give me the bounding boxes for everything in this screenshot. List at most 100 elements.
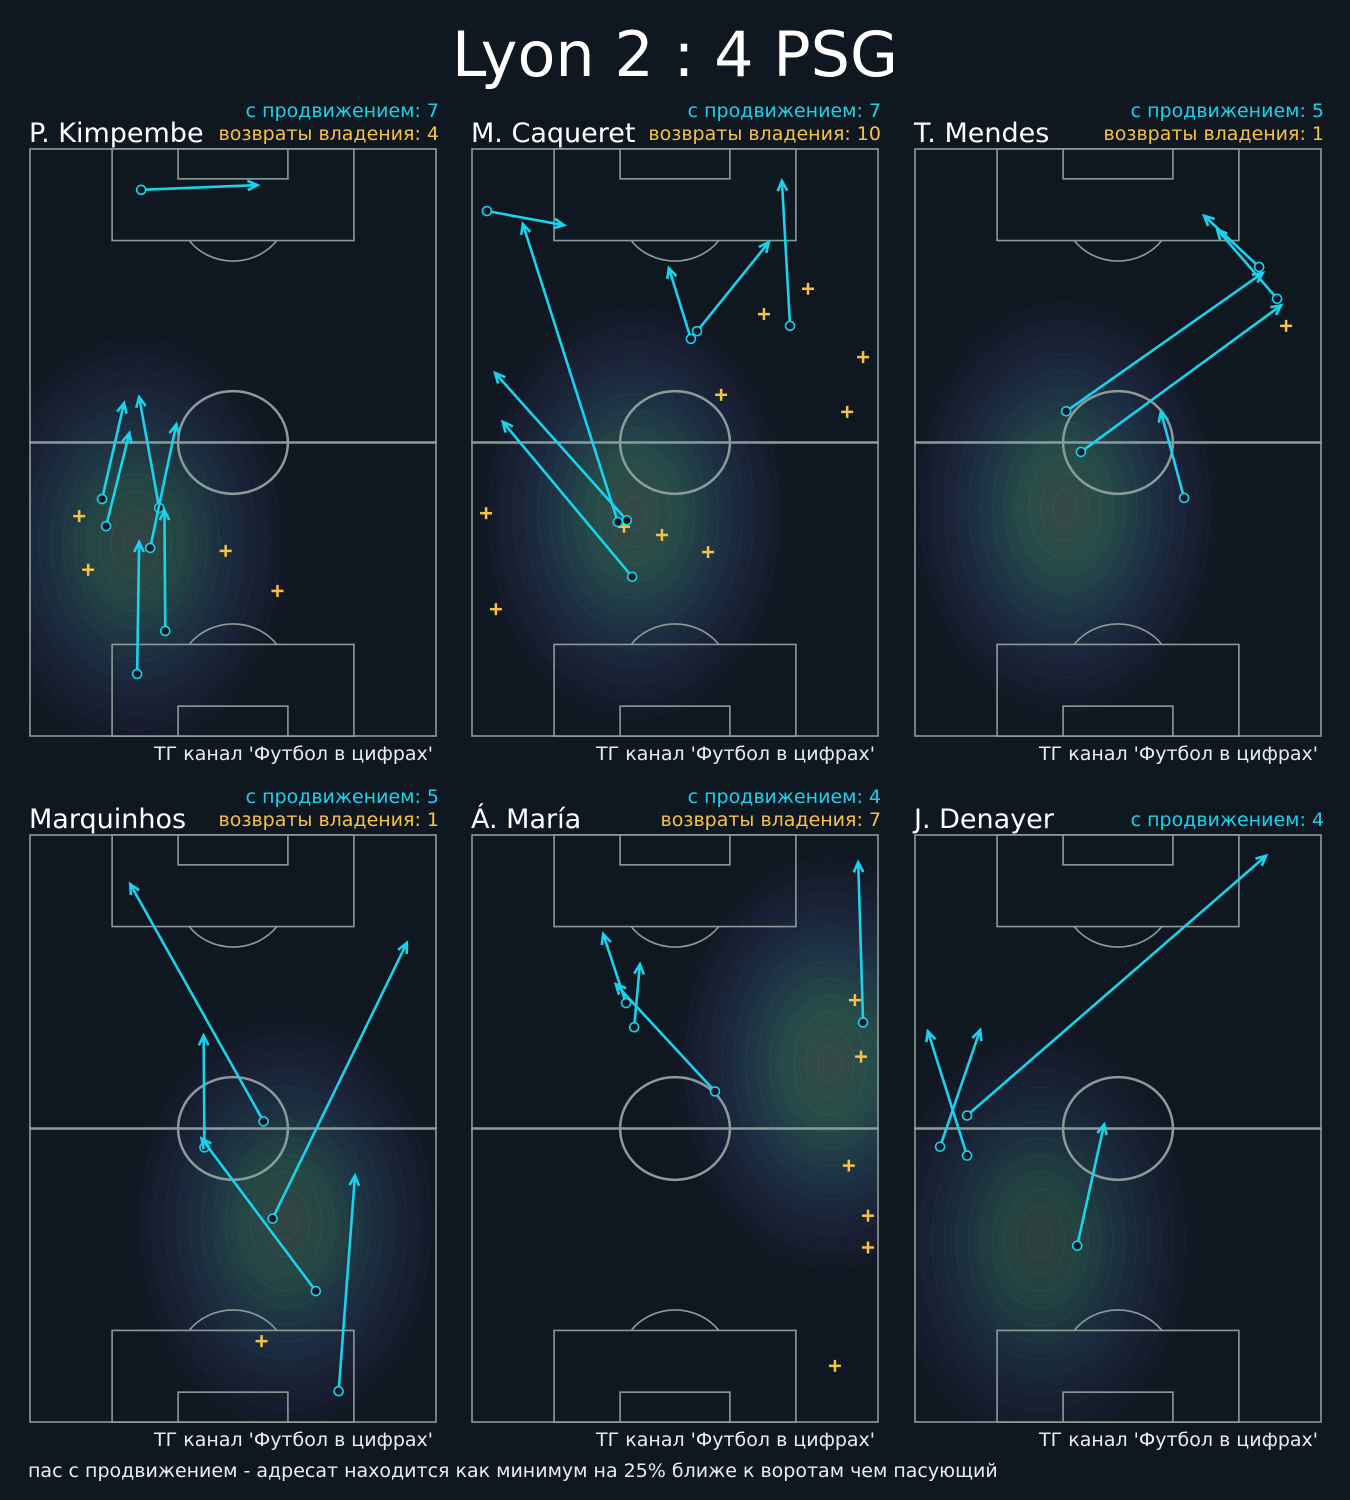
progressive-pass (934, 1027, 983, 1153)
progressive-pass (500, 419, 638, 583)
pass-origin (333, 1385, 344, 1397)
recoveries-count: возвраты владения: 1 (218, 809, 439, 831)
heatmap-contour (709, 893, 879, 1234)
progressive-pass (852, 859, 869, 1028)
credit-label: ТГ канал 'Футбол в цифрах' (596, 743, 875, 765)
heatmap-density (660, 834, 879, 1294)
pass-origin (267, 1213, 278, 1224)
heatmap-contour (697, 876, 879, 1251)
heatmap-contour (549, 393, 719, 633)
penalty-arc-top (188, 240, 278, 262)
arrowhead-icon (1215, 227, 1228, 241)
recovery-marker (82, 563, 95, 576)
center-circle (618, 1075, 732, 1182)
arrowhead-icon (758, 239, 771, 254)
six-yard-box-bottom (1062, 705, 1174, 737)
pass-origin (626, 571, 638, 583)
pass-line (200, 1137, 317, 1292)
six-yard-box-top (1062, 148, 1174, 180)
pass-line (104, 432, 131, 527)
recovery-marker (828, 1359, 841, 1372)
heatmap-contour (29, 372, 256, 713)
recoveries-count: возвраты владения: 7 (660, 809, 881, 831)
recoveries-count: возвраты владения: 1 (1103, 123, 1324, 145)
arrowhead-icon (1096, 1121, 1108, 1136)
progressive-pass (924, 1028, 973, 1161)
progressive-pass (333, 1172, 361, 1397)
arrowhead-icon (1157, 408, 1170, 423)
arrowhead-icon (121, 430, 133, 445)
heatmap-contour (992, 405, 1138, 610)
pass-line (129, 883, 265, 1123)
pass-line (614, 983, 716, 1093)
penalty-arc-top (1073, 926, 1163, 948)
pass-line (271, 942, 408, 1220)
heatmap-contour (745, 944, 879, 1183)
player-panel: с продвижением: 4 J. Denayer ТГ канал 'Ф… (914, 786, 1324, 1465)
recoveries-count: возвраты владения: 10 (648, 123, 881, 145)
heatmap-contour (685, 859, 879, 1268)
recovery-marker (802, 282, 815, 295)
penalty-arc-bottom (630, 1309, 720, 1331)
heatmap-contour (817, 1046, 843, 1081)
pass-origin (1075, 446, 1087, 458)
player-name: Á. María (471, 804, 582, 835)
progressive-pass (665, 265, 697, 345)
penalty-arc-bottom (188, 1309, 278, 1331)
penalty-arc-bottom (188, 623, 278, 645)
arrowhead-icon (134, 394, 147, 409)
pass-line (1159, 411, 1186, 499)
heatmap-contour (50, 423, 220, 662)
heatmap-contour (968, 371, 1162, 644)
center-circle (176, 389, 290, 496)
arrowhead-icon (971, 1027, 983, 1042)
player-name: M. Caqueret (471, 118, 636, 149)
six-yard-box-bottom (619, 705, 731, 737)
pass-line (501, 421, 634, 578)
arrowhead-icon (397, 940, 409, 954)
heatmap-contour (980, 1155, 1101, 1326)
pitch (914, 148, 1322, 737)
progressive-pass (135, 179, 261, 196)
pass-line (667, 267, 693, 340)
pitch (471, 148, 879, 737)
player-panel: с продвижением: 7 возвраты владения: 4 P… (29, 100, 439, 779)
penalty-arc-top (630, 926, 720, 948)
pass-origin (96, 493, 108, 505)
heatmap-contour (944, 337, 1186, 678)
pass-line (135, 542, 141, 674)
progressive-pass (158, 507, 171, 637)
arrowhead-icon (924, 1028, 937, 1043)
pass-origin (131, 668, 143, 680)
heatmap-contour (1004, 1189, 1077, 1292)
player-name: T. Mendes (914, 118, 1050, 149)
penalty-arc-top (188, 926, 278, 948)
pass-origin (612, 516, 624, 528)
heatmap-contour (513, 342, 755, 684)
heatmap-contour (141, 1018, 431, 1423)
heatmap-contour (1016, 1206, 1065, 1275)
heatmap-contour (932, 1087, 1149, 1394)
progressive-pass (961, 853, 1269, 1121)
pass-origin (1071, 1240, 1083, 1252)
heatmap-contour (237, 1154, 335, 1291)
pass-line (141, 183, 258, 192)
pass-origin (709, 1086, 721, 1097)
progressive-pass (1157, 408, 1190, 504)
recovery-marker (715, 388, 728, 401)
progressive-pass (100, 430, 133, 532)
progressive-pass (131, 539, 145, 680)
progressive-pass (613, 982, 721, 1097)
arrowhead-icon (1255, 853, 1269, 867)
heatmap-density (914, 1010, 1211, 1423)
credit-label: ТГ канал 'Футбол в цифрах' (1039, 1429, 1318, 1451)
heatmap-contour (110, 508, 160, 577)
pass-origin (620, 997, 632, 1009)
progressive-pass (493, 370, 633, 526)
pass-origin (1178, 492, 1190, 504)
progressive-pass (628, 961, 645, 1033)
recovery-marker (489, 603, 502, 616)
heatmap-contour (733, 927, 879, 1200)
heatmap-contour (1016, 439, 1114, 576)
heatmap-contour (153, 1035, 419, 1410)
